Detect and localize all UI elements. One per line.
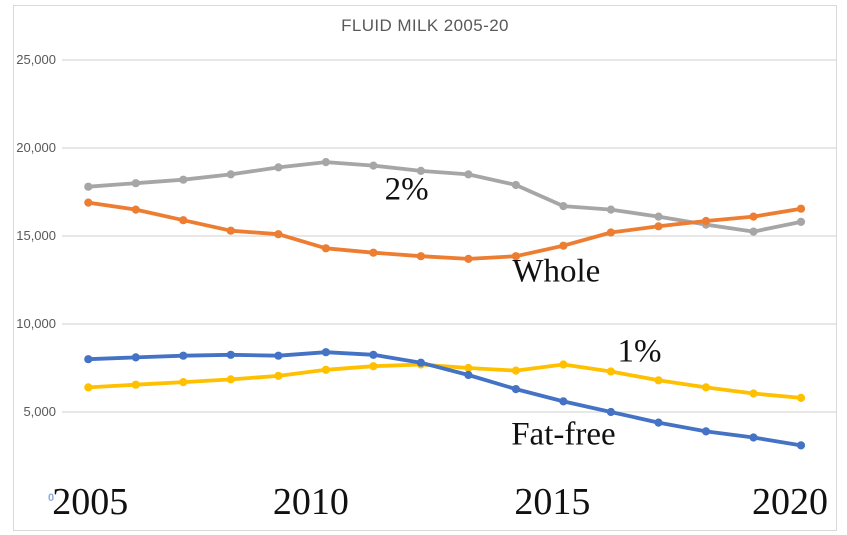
data-point-marker <box>606 407 616 417</box>
y-axis-zero-label: 0 <box>48 492 55 504</box>
data-point-marker <box>369 161 378 170</box>
x-tick-label: 2010 <box>272 481 349 523</box>
y-tick-label: 15,000 <box>16 228 56 243</box>
data-point-marker <box>464 254 473 263</box>
data-point-marker <box>464 370 473 380</box>
series-inline-label: 2% <box>384 171 429 208</box>
data-point-marker <box>701 216 711 226</box>
data-point-marker <box>464 363 473 373</box>
data-point-marker <box>749 212 758 221</box>
data-point-marker <box>654 418 663 427</box>
series-line <box>86 362 803 400</box>
data-point-marker <box>179 378 188 387</box>
data-point-marker <box>464 170 473 179</box>
data-point-marker <box>321 244 330 253</box>
y-tick-label: 5,000 <box>23 404 56 419</box>
data-point-marker <box>274 230 283 239</box>
data-point-marker <box>416 358 425 367</box>
series-inline-label: Whole <box>512 253 601 290</box>
data-point-marker <box>84 383 93 392</box>
data-point-marker <box>321 158 330 167</box>
data-point-marker <box>131 353 140 362</box>
data-point-marker <box>84 198 93 207</box>
data-point-marker <box>654 222 663 231</box>
data-point-marker <box>606 205 616 214</box>
data-point-marker <box>84 182 93 191</box>
data-point-marker <box>654 212 663 221</box>
data-point-marker <box>131 205 140 214</box>
data-point-marker <box>131 380 140 389</box>
data-point-marker <box>701 383 711 392</box>
data-point-marker <box>369 350 378 359</box>
data-point-marker <box>749 433 758 442</box>
data-point-marker <box>226 170 235 179</box>
data-point-marker <box>511 366 520 375</box>
chart-title: FLUID MILK 2005-20 <box>341 16 509 35</box>
data-point-marker <box>654 376 663 385</box>
data-point-marker <box>796 217 806 226</box>
x-tick-label: 2005 <box>52 481 129 523</box>
y-tick-label: 20,000 <box>16 140 56 155</box>
data-point-marker <box>179 216 188 225</box>
data-point-marker <box>701 427 711 436</box>
data-point-marker <box>131 179 140 188</box>
x-tick-label: 2015 <box>514 481 591 523</box>
data-point-marker <box>226 375 235 384</box>
series-line <box>86 200 803 261</box>
data-point-marker <box>559 241 568 250</box>
data-point-marker <box>559 360 568 369</box>
data-point-marker <box>796 393 806 402</box>
data-point-marker <box>749 389 758 398</box>
data-point-marker <box>226 350 235 359</box>
data-point-marker <box>796 441 806 450</box>
chart-frame <box>13 5 837 531</box>
data-point-marker <box>796 204 806 213</box>
data-point-marker <box>606 228 616 237</box>
series-inline-label: Fat-free <box>511 416 616 453</box>
data-point-marker <box>321 348 330 357</box>
series-line <box>86 160 803 234</box>
data-point-marker <box>84 355 93 364</box>
data-point-marker <box>511 252 520 261</box>
data-point-marker <box>179 351 188 360</box>
data-point-marker <box>226 226 235 235</box>
x-tick-label: 2020 <box>751 481 828 523</box>
data-point-marker <box>416 252 425 261</box>
y-tick-label: 10,000 <box>16 316 56 331</box>
data-point-marker <box>274 163 283 172</box>
series-inline-label: 1% <box>617 333 662 370</box>
data-point-marker <box>559 397 568 406</box>
y-tick-label: 25,000 <box>16 52 56 67</box>
data-point-marker <box>416 166 425 175</box>
data-point-marker <box>559 202 568 211</box>
data-point-marker <box>274 351 283 360</box>
data-point-marker <box>369 248 378 257</box>
data-point-marker <box>511 180 520 190</box>
data-point-marker <box>749 227 758 236</box>
series-line <box>86 350 803 448</box>
data-point-marker <box>369 362 378 371</box>
data-point-marker <box>606 367 616 376</box>
data-point-marker <box>274 371 283 380</box>
data-point-marker <box>511 385 520 394</box>
data-point-marker <box>321 365 330 374</box>
data-point-marker <box>179 175 188 184</box>
